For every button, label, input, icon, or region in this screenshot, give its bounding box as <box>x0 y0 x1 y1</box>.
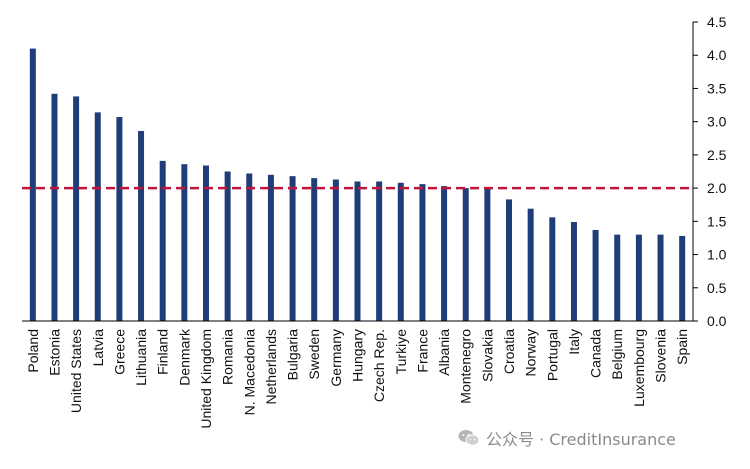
category-label: Slovakia <box>479 329 495 382</box>
bar <box>441 186 448 321</box>
bar <box>267 174 274 321</box>
bar <box>549 217 556 321</box>
bars <box>29 48 686 321</box>
category-label: Croatia <box>501 329 517 374</box>
category-label: Netherlands <box>263 329 279 405</box>
y-tick-label: 1.5 <box>707 213 727 229</box>
bar <box>397 182 404 321</box>
category-label: United Kingdom <box>198 329 214 429</box>
category-label: Turkiye <box>393 329 409 375</box>
bar <box>679 235 686 321</box>
bar <box>354 181 361 321</box>
category-label: Denmark <box>176 328 192 386</box>
y-tick-label: 3.5 <box>707 80 727 96</box>
bar <box>527 208 534 321</box>
y-tick-label: 1.0 <box>707 247 727 263</box>
bar <box>506 199 513 321</box>
watermark: 公众号 · CreditInsurance <box>458 426 676 450</box>
category-label: Sweden <box>306 329 322 380</box>
category-label: Montenegro <box>458 329 474 404</box>
y-tick-label: 2.5 <box>707 147 727 163</box>
category-label: Slovenia <box>653 329 669 383</box>
category-label: Latvia <box>90 329 106 367</box>
bar <box>51 93 58 321</box>
bar <box>202 165 209 321</box>
y-tick-label: 2.0 <box>707 180 727 196</box>
category-label: Poland <box>25 329 41 373</box>
bar <box>484 188 491 321</box>
y-tick-label: 0.5 <box>707 280 727 296</box>
category-label: Luxembourg <box>631 329 647 407</box>
category-label: Romania <box>220 329 236 385</box>
bar <box>462 188 469 321</box>
bar <box>657 234 664 321</box>
bar <box>311 178 318 321</box>
category-label: Canada <box>588 329 604 378</box>
watermark-text: 公众号 · CreditInsurance <box>486 430 676 449</box>
y-tick-label: 4.0 <box>707 47 727 63</box>
bar <box>614 234 621 321</box>
category-label: Czech Rep. <box>371 329 387 402</box>
category-label: Portugal <box>544 329 560 381</box>
y-tick-label: 3.0 <box>707 114 727 130</box>
wechat-icon <box>458 430 480 446</box>
category-label: Belgium <box>609 329 625 380</box>
category-label: Albania <box>436 329 452 376</box>
bar <box>635 234 642 321</box>
bar <box>246 173 253 321</box>
bar <box>376 181 383 321</box>
bar <box>419 184 426 321</box>
category-label: Germany <box>328 329 344 387</box>
bar <box>592 229 599 321</box>
bar <box>73 96 80 321</box>
x-axis-labels: Poland Estonia United States Latvia Greece Li… <box>25 328 690 429</box>
category-label: Italy <box>566 329 582 355</box>
category-label: Greece <box>111 329 127 375</box>
category-label: Hungary <box>350 329 366 382</box>
category-label: Lithuania <box>133 329 149 386</box>
bar <box>29 48 36 321</box>
category-label: Estonia <box>46 329 62 376</box>
category-label: N. Macedonia <box>241 329 257 416</box>
y-axis-ticks: 0.0 0.5 1.0 1.5 2.0 2.5 3.0 3.5 4.0 4.5 <box>693 14 727 329</box>
category-label: Bulgaria <box>285 329 301 381</box>
y-tick-label: 4.5 <box>707 14 727 30</box>
axes <box>22 22 694 322</box>
bar <box>289 176 296 321</box>
bar <box>116 117 123 321</box>
bar <box>94 112 101 321</box>
y-tick-label: 0.0 <box>707 313 727 329</box>
bar <box>224 171 231 321</box>
category-label: France <box>414 329 430 373</box>
bar <box>570 221 577 321</box>
category-label: Norway <box>523 329 539 376</box>
category-label: United States <box>68 329 84 413</box>
category-label: Spain <box>674 329 690 365</box>
bar <box>181 164 188 321</box>
category-label: Finland <box>155 329 171 375</box>
bar <box>138 130 145 321</box>
bar <box>159 160 166 321</box>
bar <box>332 179 339 321</box>
